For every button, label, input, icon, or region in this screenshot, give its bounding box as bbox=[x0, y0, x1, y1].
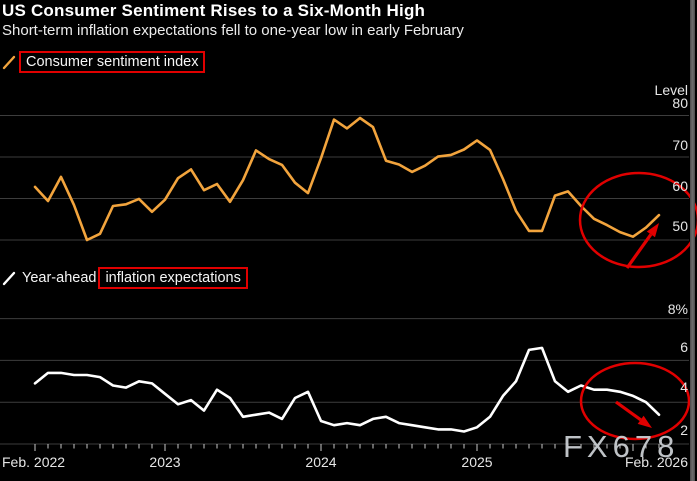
x-axis-label-2023: 2023 bbox=[149, 454, 181, 470]
x-axis-label-2024: 2024 bbox=[305, 454, 337, 470]
white-slash-icon bbox=[2, 271, 16, 286]
y-axis-label-50: 50 bbox=[672, 218, 688, 234]
x-axis-label-feb-2026: Feb. 2026 bbox=[624, 454, 688, 470]
legend-inflation-boxed-label: inflation expectations bbox=[98, 267, 248, 289]
y-axis-unit-label: Level bbox=[654, 82, 688, 98]
page-title: US Consumer Sentiment Rises to a Six-Mon… bbox=[2, 1, 426, 20]
x-axis-ticks bbox=[34, 444, 660, 451]
legend-inflation-prefix: Year-ahead bbox=[22, 270, 97, 286]
y-axis-label-60: 60 bbox=[672, 178, 688, 194]
annotation-arrow-inflation-recent-fall bbox=[615, 400, 652, 428]
orange-slash-icon bbox=[2, 55, 16, 70]
legend-consumer-sentiment-label: Consumer sentiment index bbox=[19, 51, 206, 73]
sentiment-line bbox=[33, 116, 661, 242]
scrollbar-thumb[interactable] bbox=[690, 0, 695, 481]
annotation-arrow-sentiment-recent-rise bbox=[625, 223, 659, 269]
y-axis-label-70: 70 bbox=[672, 137, 688, 153]
page-subtitle: Short-term inflation expectations fell t… bbox=[2, 22, 464, 39]
x-axis-label-2025: 2025 bbox=[461, 454, 493, 470]
y-axis-label-4: 4 bbox=[680, 379, 688, 395]
x-axis-label-feb-2022: Feb. 2022 bbox=[2, 454, 66, 470]
y-axis-label-2: 2 bbox=[680, 422, 688, 438]
inflation-line bbox=[33, 346, 661, 433]
legend-inflation-expectations: Year-ahead inflation expectations bbox=[2, 267, 248, 289]
fx678-watermark: FX678 bbox=[563, 429, 680, 464]
annotation-ellipse-sentiment-recent-rise bbox=[578, 171, 697, 269]
legend-consumer-sentiment: Consumer sentiment index bbox=[2, 51, 206, 73]
annotation-ellipse-inflation-recent-fall bbox=[579, 361, 691, 441]
y-axis-label-8pct: 8% bbox=[667, 301, 688, 317]
y-axis-label-80: 80 bbox=[672, 95, 688, 111]
y-axis-label-6: 6 bbox=[680, 339, 688, 355]
